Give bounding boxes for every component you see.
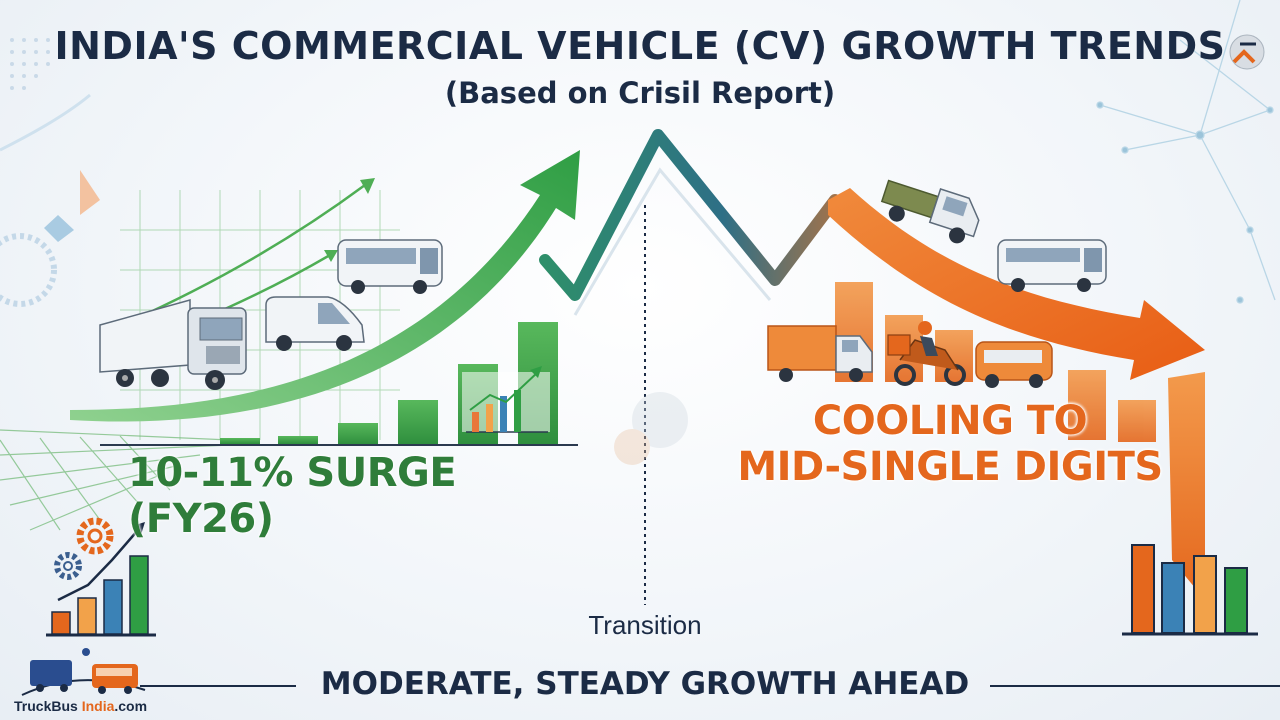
cooling-headline-line1: COOLING TO bbox=[812, 398, 1088, 444]
cooling-bar bbox=[1068, 370, 1106, 440]
growth-bar bbox=[220, 438, 260, 444]
right-bars-icon bbox=[1122, 544, 1258, 636]
pickup-truck-icon bbox=[880, 179, 980, 244]
bus-icon bbox=[337, 239, 443, 294]
floor-grid bbox=[0, 429, 231, 531]
brand-name: TruckBus India.com bbox=[14, 698, 184, 714]
growth-bar bbox=[338, 423, 378, 444]
growth-bar bbox=[398, 400, 438, 444]
van-icon bbox=[265, 296, 365, 351]
transition-label: Transition bbox=[588, 610, 702, 640]
network-decoration bbox=[1096, 0, 1276, 304]
mini-chart-icon bbox=[462, 366, 550, 433]
page-subtitle: (Based on Crisil Report) bbox=[444, 76, 836, 110]
footer-tagline: MODERATE, STEADY GROWTH AHEAD bbox=[320, 666, 970, 702]
brand-name-part3: .com bbox=[114, 698, 148, 714]
truck-icon bbox=[99, 299, 247, 390]
surge-headline: 10-11% SURGE (FY26) bbox=[128, 450, 457, 542]
delivery-truck-icon bbox=[767, 325, 873, 382]
cooling-headline-line2: MID-SINGLE DIGITS bbox=[737, 444, 1163, 490]
growth-arrow bbox=[70, 150, 580, 422]
crisil-logo bbox=[1229, 34, 1265, 70]
brand-name-part2: India bbox=[81, 698, 115, 714]
watermark-logo bbox=[614, 392, 688, 465]
page-title: INDIA'S COMMERCIAL VEHICLE (CV) GROWTH T… bbox=[54, 24, 1226, 68]
gear-icon bbox=[54, 517, 114, 580]
bus-icon-right bbox=[997, 239, 1107, 292]
gear-growth-icon bbox=[46, 517, 156, 637]
growth-bar bbox=[278, 436, 318, 444]
minibus-icon bbox=[975, 341, 1053, 388]
cooling-drop bbox=[1168, 372, 1205, 600]
truckbus-india-logo-icon bbox=[21, 648, 146, 696]
brand-name-part1: TruckBus bbox=[14, 698, 82, 714]
cooling-headline: COOLING TO MID-SINGLE DIGITS bbox=[720, 398, 1180, 490]
scooter-icon bbox=[887, 321, 966, 386]
cooling-arrow bbox=[828, 188, 1205, 380]
cooling-bar bbox=[1118, 400, 1156, 442]
left-decoration bbox=[0, 38, 100, 307]
